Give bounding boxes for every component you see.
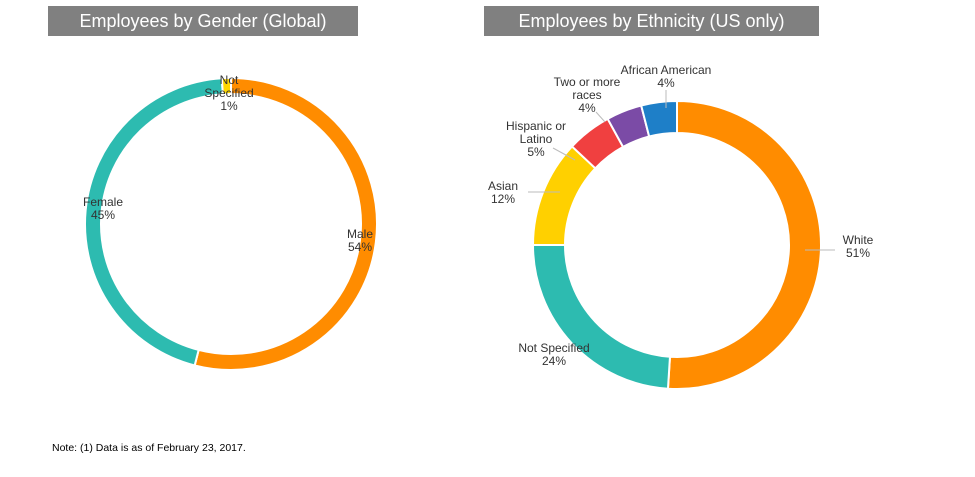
slice-african-american xyxy=(639,99,678,138)
ethnicity-chart-title: Employees by Ethnicity (US only) xyxy=(484,6,819,36)
label-hispanic-or-latino: Hispanic or Latino 5% xyxy=(506,119,566,159)
label-african-american: African American 4% xyxy=(621,63,712,90)
label-female: Female 45% xyxy=(83,195,123,222)
footnote: Note: (1) Data is as of February 23, 201… xyxy=(52,442,246,454)
label-two-or-more-races: Two or more races 4% xyxy=(554,75,621,115)
slice-asian xyxy=(531,145,597,246)
label-male: Male 54% xyxy=(347,227,373,254)
label-not-specified: Not Specified 24% xyxy=(518,341,589,368)
slice-white xyxy=(666,99,822,390)
leader-line-two-or-more-races xyxy=(595,111,606,123)
leader-line-hispanic-or-latino xyxy=(552,147,576,161)
label-asian: Asian 12% xyxy=(488,179,518,206)
gender-chart-title: Employees by Gender (Global) xyxy=(48,6,358,36)
slice-not-specified xyxy=(220,76,232,96)
label-not-specified: Not Specified 1% xyxy=(204,73,253,113)
label-white: White 51% xyxy=(843,233,874,260)
